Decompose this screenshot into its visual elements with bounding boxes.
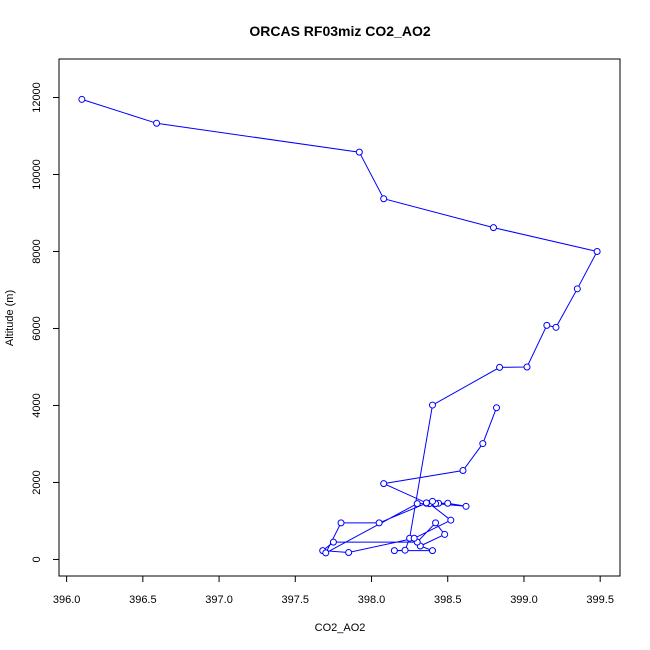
- data-point: [441, 530, 449, 538]
- data-point: [428, 497, 436, 505]
- data-point: [337, 519, 345, 527]
- data-point: [153, 119, 161, 127]
- x-tick-label: 397.0: [205, 594, 233, 606]
- data-point: [428, 401, 436, 409]
- data-point: [78, 95, 86, 103]
- data-point: [422, 499, 430, 507]
- data-point: [523, 363, 531, 371]
- x-tick-label: 396.0: [53, 594, 81, 606]
- data-point: [543, 321, 551, 329]
- data-point: [380, 480, 388, 488]
- data-point: [401, 546, 409, 554]
- data-point: [444, 499, 452, 507]
- y-tick-label: 0: [31, 556, 43, 562]
- y-tick-label: 4000: [31, 393, 43, 417]
- data-point: [573, 285, 581, 293]
- y-tick-label: 12000: [31, 82, 43, 113]
- data-point: [489, 224, 497, 232]
- data-point: [496, 363, 504, 371]
- x-axis: 396.0 396.5 397.0 397.5 398.0 398.5 399.0 399.5: [53, 575, 614, 606]
- data-point: [493, 404, 501, 412]
- data-point: [375, 519, 383, 527]
- data-point: [428, 547, 436, 555]
- data-point: [329, 538, 337, 546]
- x-tick-label: 398.5: [434, 594, 462, 606]
- data-point: [390, 547, 398, 555]
- y-axis-label: Altitude (m): [4, 290, 16, 346]
- data-point: [432, 519, 440, 527]
- series-layer: [78, 95, 601, 557]
- data-point: [413, 500, 421, 508]
- data-point: [593, 247, 601, 255]
- x-tick-label: 398.0: [358, 594, 386, 606]
- y-tick-label: 6000: [31, 316, 43, 340]
- y-tick-label: 10000: [31, 159, 43, 190]
- y-tick-label: 8000: [31, 239, 43, 263]
- data-point: [479, 440, 487, 448]
- chart-title: ORCAS RF03miz CO2_AO2: [249, 23, 430, 39]
- data-point: [345, 549, 353, 557]
- x-axis-label: CO2_AO2: [315, 622, 366, 634]
- data-point: [410, 534, 418, 542]
- data-point: [462, 502, 470, 510]
- y-axis: 0 2000 4000 6000 8000 10000 12000: [31, 82, 60, 563]
- data-point: [447, 516, 455, 524]
- x-tick-label: 399.5: [586, 594, 614, 606]
- data-point: [552, 323, 560, 331]
- data-point: [355, 148, 363, 156]
- data-point: [459, 467, 467, 475]
- x-tick-label: 396.5: [129, 594, 157, 606]
- data-point: [322, 549, 330, 557]
- y-tick-label: 2000: [31, 470, 43, 494]
- x-tick-label: 397.5: [282, 594, 310, 606]
- x-tick-label: 399.0: [510, 594, 538, 606]
- data-point: [380, 195, 388, 203]
